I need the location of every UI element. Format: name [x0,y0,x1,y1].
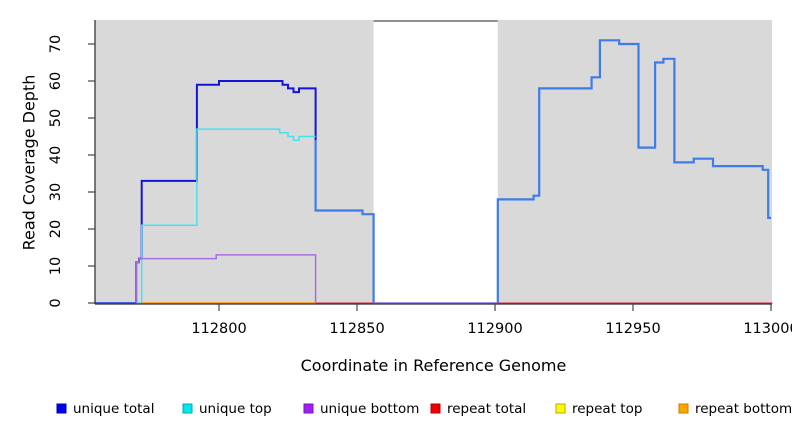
legend-swatch-repeat-total [430,403,441,414]
x-axis-title: Coordinate in Reference Genome [300,356,567,375]
y-tick-label: 0 [48,298,64,307]
y-tick-label: 50 [48,109,64,127]
legend-label-unique-bottom: unique bottom [320,401,419,417]
alignment-gap [373,20,498,304]
y-tick-label: 70 [48,35,64,53]
legend-label-repeat-total: repeat total [447,401,526,417]
legend-swatch-repeat-top [555,403,566,414]
y-tick-label: 30 [48,183,64,201]
series-total-right [496,39,771,303]
series-total-mid [314,140,375,303]
y-tick-label: 20 [48,220,64,238]
y-tick-label: 10 [48,257,64,275]
y-tick-label: 60 [48,72,64,90]
covered-block-left [95,20,374,304]
series-unique-top [94,128,316,304]
covered-block-right [497,20,772,304]
x-tick-label: 112950 [605,321,660,337]
y-axis-title: Read Coverage Depth [19,74,39,251]
legend-label-unique-top: unique top [199,401,272,417]
legend-swatch-unique-top [182,403,193,414]
legend-label-repeat-bottom: repeat bottom [695,401,792,417]
x-tick-label: 112800 [191,321,246,337]
legend-swatch-unique-bottom [303,403,314,414]
legend-swatch-repeat-bottom [678,403,689,414]
legend-swatch-unique-total [56,403,67,414]
x-tick-label: 112900 [467,321,522,337]
series-unique-bottom [135,254,317,303]
legend-label-repeat-top: repeat top [572,401,642,417]
y-tick-label: 40 [48,146,64,164]
x-tick-label: 112850 [329,321,384,337]
legend-label-unique-total: unique total [73,401,154,417]
